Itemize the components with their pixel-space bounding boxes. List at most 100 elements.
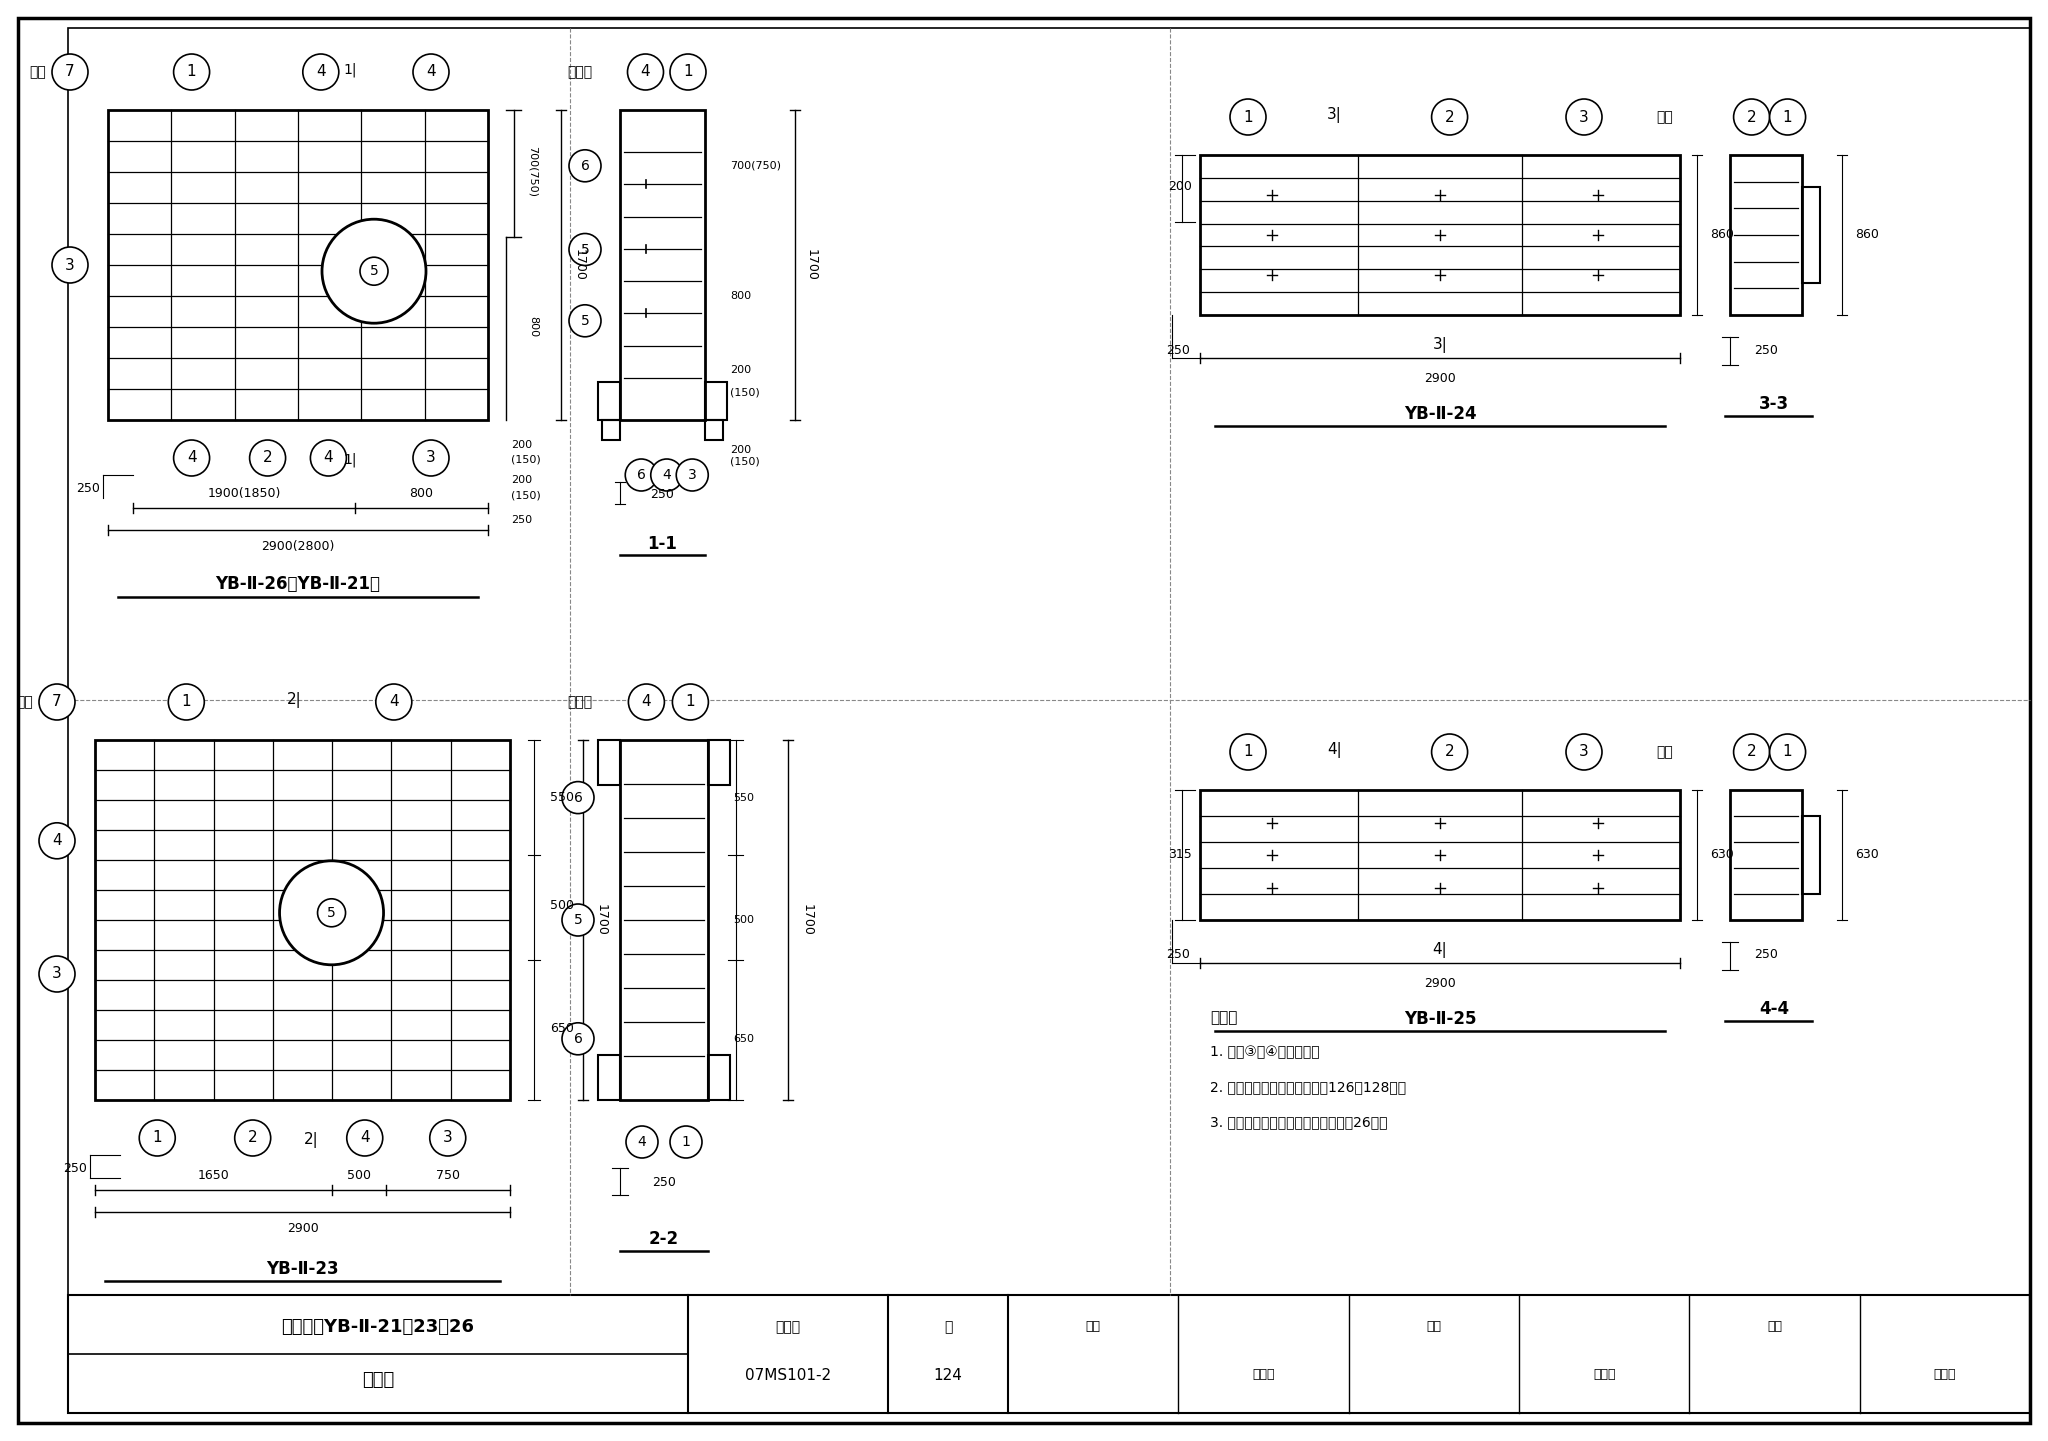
Circle shape — [322, 219, 426, 323]
Text: 250: 250 — [1165, 343, 1190, 356]
Text: 2: 2 — [262, 451, 272, 465]
Text: 200: 200 — [512, 476, 532, 486]
Bar — [598, 741, 621, 785]
Text: 250: 250 — [1753, 948, 1778, 961]
Text: 1: 1 — [1243, 745, 1253, 759]
Text: 附加筋: 附加筋 — [567, 695, 592, 709]
Bar — [598, 1055, 621, 1099]
Text: 王龙生: 王龙生 — [1933, 1369, 1956, 1382]
Circle shape — [1432, 733, 1468, 769]
Text: 07MS101-2: 07MS101-2 — [745, 1368, 831, 1382]
Circle shape — [236, 1120, 270, 1156]
Text: 1700: 1700 — [596, 904, 608, 937]
Circle shape — [569, 305, 600, 337]
Text: 1: 1 — [186, 65, 197, 79]
Text: 800: 800 — [410, 487, 434, 500]
Text: 郭奕雄: 郭奕雄 — [1251, 1369, 1274, 1382]
Text: 2. 钢筋表及材料表见本图集第126～128页。: 2. 钢筋表及材料表见本图集第126～128页。 — [1210, 1079, 1407, 1094]
Text: 4|: 4| — [1327, 742, 1341, 758]
Text: 2|: 2| — [303, 1133, 317, 1148]
Circle shape — [311, 440, 346, 476]
Bar — [1731, 790, 1802, 919]
Bar — [94, 741, 510, 1099]
Circle shape — [139, 1120, 176, 1156]
Text: 3-3: 3-3 — [1759, 395, 1790, 414]
Text: 3: 3 — [66, 258, 76, 272]
Circle shape — [414, 440, 449, 476]
Circle shape — [1567, 99, 1602, 135]
Text: 250: 250 — [512, 514, 532, 525]
Circle shape — [627, 1125, 657, 1159]
Circle shape — [430, 1120, 465, 1156]
Text: 7: 7 — [66, 65, 76, 79]
Text: 1: 1 — [682, 1136, 690, 1148]
Text: 2: 2 — [1747, 110, 1757, 124]
Text: 1650: 1650 — [197, 1169, 229, 1182]
Text: 1: 1 — [686, 695, 694, 709]
Text: 3: 3 — [426, 451, 436, 465]
Bar — [705, 419, 723, 440]
Text: 吊钩: 吊钩 — [1657, 110, 1673, 124]
Text: 附加筋: 附加筋 — [567, 65, 592, 79]
Text: 650: 650 — [733, 1033, 754, 1043]
Circle shape — [39, 684, 76, 720]
Circle shape — [1769, 99, 1806, 135]
Text: 1: 1 — [1784, 745, 1792, 759]
Circle shape — [1769, 733, 1806, 769]
Text: 1900(1850): 1900(1850) — [207, 487, 281, 500]
Text: 1: 1 — [1243, 110, 1253, 124]
Text: 2: 2 — [1444, 745, 1454, 759]
Text: 配筋图: 配筋图 — [362, 1370, 393, 1389]
Text: 6: 6 — [637, 468, 645, 481]
Bar — [1200, 156, 1679, 316]
Circle shape — [51, 246, 88, 282]
Text: 2: 2 — [248, 1131, 258, 1146]
Circle shape — [569, 150, 600, 182]
Circle shape — [561, 1023, 594, 1055]
Text: 5: 5 — [582, 314, 590, 327]
Text: 2-2: 2-2 — [649, 1231, 680, 1248]
Circle shape — [346, 1120, 383, 1156]
Circle shape — [1231, 99, 1266, 135]
Text: 630: 630 — [1710, 849, 1735, 862]
Text: 3|: 3| — [1432, 337, 1448, 353]
Text: (150): (150) — [729, 388, 760, 398]
Bar — [709, 1055, 729, 1099]
Text: 250: 250 — [1753, 343, 1778, 356]
Text: 1: 1 — [684, 65, 692, 79]
Text: 1700: 1700 — [573, 249, 586, 281]
Text: 3: 3 — [688, 468, 696, 481]
Text: 5: 5 — [573, 914, 582, 927]
Text: 700(750): 700(750) — [528, 147, 539, 197]
Text: 吊钩: 吊钩 — [29, 65, 45, 79]
Text: 曾令兹: 曾令兹 — [1593, 1369, 1616, 1382]
Text: 500: 500 — [551, 899, 573, 912]
Text: 750: 750 — [436, 1169, 459, 1182]
Text: 5: 5 — [328, 906, 336, 919]
Bar — [598, 382, 621, 419]
Text: 5: 5 — [582, 242, 590, 256]
Circle shape — [676, 460, 709, 491]
Text: 校对: 校对 — [1425, 1320, 1442, 1333]
Text: 6: 6 — [573, 791, 582, 804]
Bar — [109, 110, 487, 419]
Text: 4: 4 — [662, 468, 672, 481]
Bar — [1802, 187, 1821, 282]
Text: 315: 315 — [1167, 849, 1192, 862]
Text: 550: 550 — [733, 793, 754, 803]
Circle shape — [168, 684, 205, 720]
Text: 500: 500 — [346, 1169, 371, 1182]
Text: 4: 4 — [360, 1131, 369, 1146]
Text: 800: 800 — [729, 291, 752, 301]
Text: 预制盖板YB-Ⅱ-21、23～26: 预制盖板YB-Ⅱ-21、23～26 — [281, 1319, 475, 1336]
Circle shape — [561, 904, 594, 937]
Text: 2|: 2| — [287, 692, 301, 708]
Circle shape — [1733, 733, 1769, 769]
Circle shape — [279, 860, 383, 965]
Text: 4: 4 — [324, 451, 334, 465]
Text: 2900: 2900 — [287, 1222, 317, 1235]
Circle shape — [375, 684, 412, 720]
Circle shape — [561, 781, 594, 814]
Text: 550: 550 — [551, 791, 573, 804]
Bar — [1200, 790, 1679, 919]
